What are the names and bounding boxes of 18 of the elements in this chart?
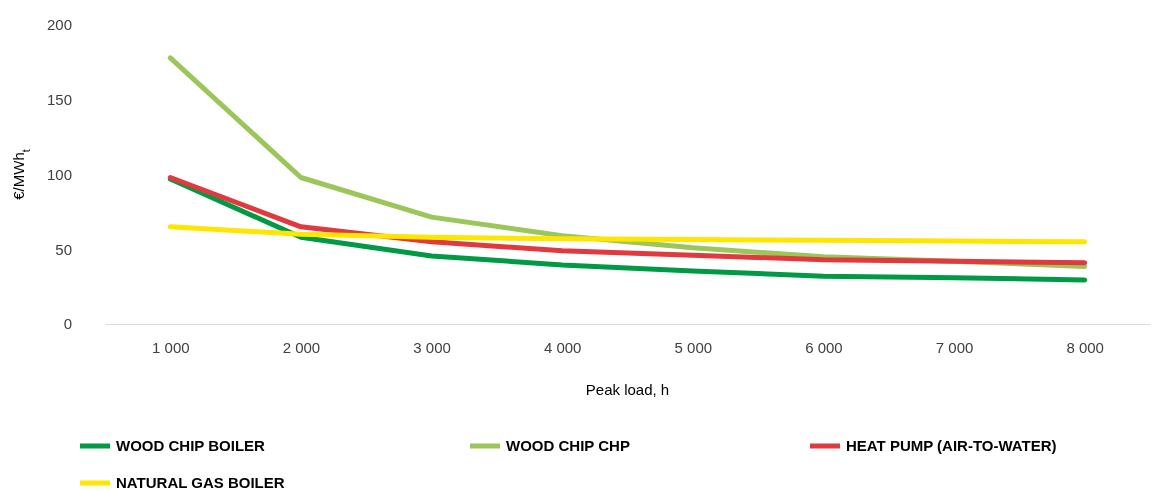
legend-label: WOOD CHIP CHP: [506, 437, 630, 454]
x-tick-label: 7 000: [935, 338, 974, 356]
y-tick-label: 150: [46, 91, 72, 109]
x-axis-title: Peak load, h: [585, 381, 670, 398]
x-tick-label: 5 000: [674, 338, 713, 356]
x-tick-label: 2 000: [282, 338, 321, 356]
x-tick-label: 4 000: [543, 338, 582, 356]
x-tick-label: 6 000: [805, 338, 843, 356]
y-tick-label: 0: [63, 315, 72, 333]
x-tick-label: 8 000: [1066, 338, 1104, 356]
legend-label: NATURAL GAS BOILER: [116, 474, 285, 491]
y-tick-label: 200: [46, 16, 72, 34]
y-tick-label: 100: [46, 165, 72, 183]
legend-label: WOOD CHIP BOILER: [116, 437, 266, 454]
y-tick-label: 50: [55, 240, 72, 258]
legend-label: HEAT PUMP (AIR-TO-WATER): [846, 437, 1057, 454]
x-tick-label: 1 000: [152, 338, 190, 356]
x-tick-label: 3 000: [413, 338, 451, 356]
